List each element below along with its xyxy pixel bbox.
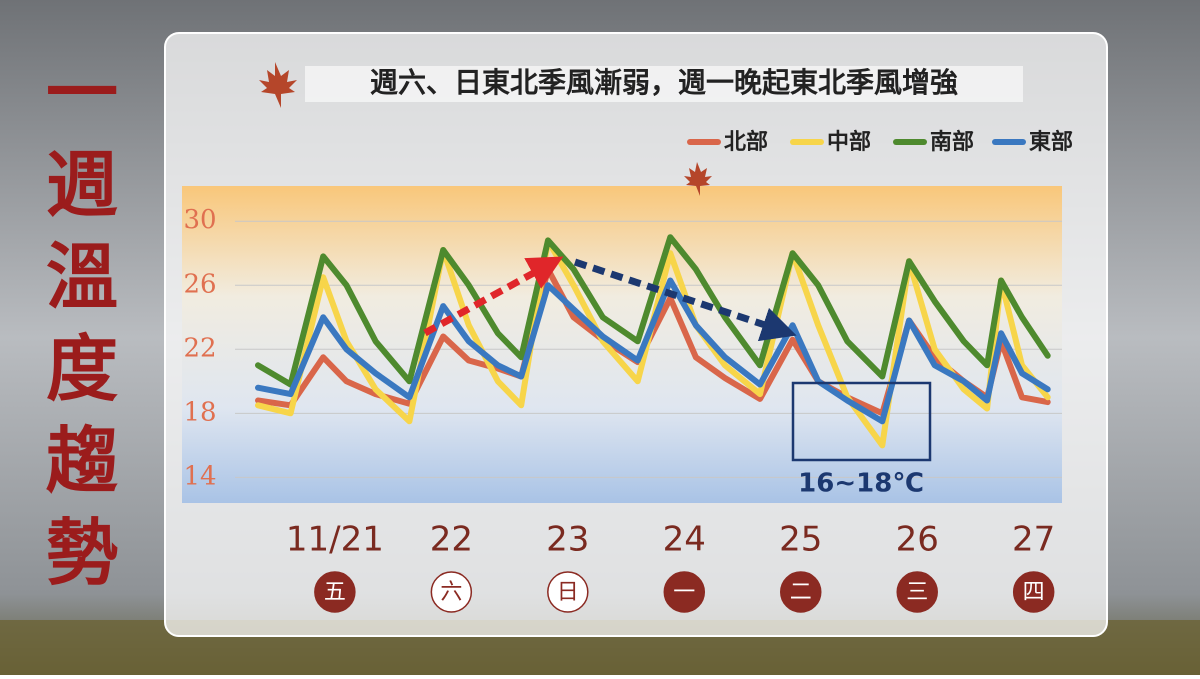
highlight-box	[791, 381, 932, 462]
series-line	[255, 277, 1051, 425]
chart-title: 週六、日東北季風漸弱，週一晚起東北季風增強	[370, 66, 958, 99]
legend-label: 東部	[1029, 129, 1073, 155]
weekday-label: 三	[906, 580, 928, 605]
annotation: 16~18℃	[798, 469, 924, 499]
x-tick-label: 23	[546, 520, 589, 560]
legend-label: 南部	[930, 129, 974, 155]
title-band	[305, 66, 1023, 102]
weekday-badge	[780, 571, 822, 613]
legend-label: 北部	[724, 129, 768, 155]
maple-leaf-icon	[259, 62, 297, 108]
plot-background	[182, 186, 1062, 503]
trend-arrow	[573, 258, 797, 342]
weekday-badge	[1012, 571, 1055, 613]
y-tick-label: 18	[183, 397, 216, 427]
maple-leaf-icon	[684, 162, 712, 196]
x-tick-label: 11/21	[286, 520, 384, 560]
y-tick-label: 26	[183, 269, 216, 299]
x-tick-label: 27	[1012, 520, 1055, 560]
x-tick-label: 22	[430, 520, 473, 560]
x-tick-label: 24	[663, 520, 706, 560]
weekday-badge	[663, 571, 706, 613]
weekday-label: 二	[790, 580, 812, 605]
weekday-label: 四	[1023, 580, 1045, 605]
trend-arrow	[423, 256, 564, 337]
y-tick-label: 22	[183, 333, 216, 363]
legend-label: 中部	[827, 129, 871, 155]
weekday-label: 五	[324, 580, 346, 605]
y-tick-label: 14	[183, 461, 216, 491]
weekday-badge	[896, 571, 938, 613]
weekday-label: 日	[557, 580, 579, 605]
weekday-badge	[547, 571, 589, 613]
weekday-badge	[430, 571, 473, 613]
weekday-label: 六	[440, 580, 462, 605]
weekday-badge	[314, 571, 356, 613]
side-title: 一週溫度趨勢	[46, 51, 118, 595]
y-tick-label: 30	[183, 205, 216, 235]
x-tick-label: 26	[896, 520, 939, 560]
weekday-label: 一	[673, 580, 695, 605]
series-line	[255, 237, 1051, 449]
x-tick-label: 25	[779, 520, 822, 560]
series-line	[255, 234, 1051, 388]
